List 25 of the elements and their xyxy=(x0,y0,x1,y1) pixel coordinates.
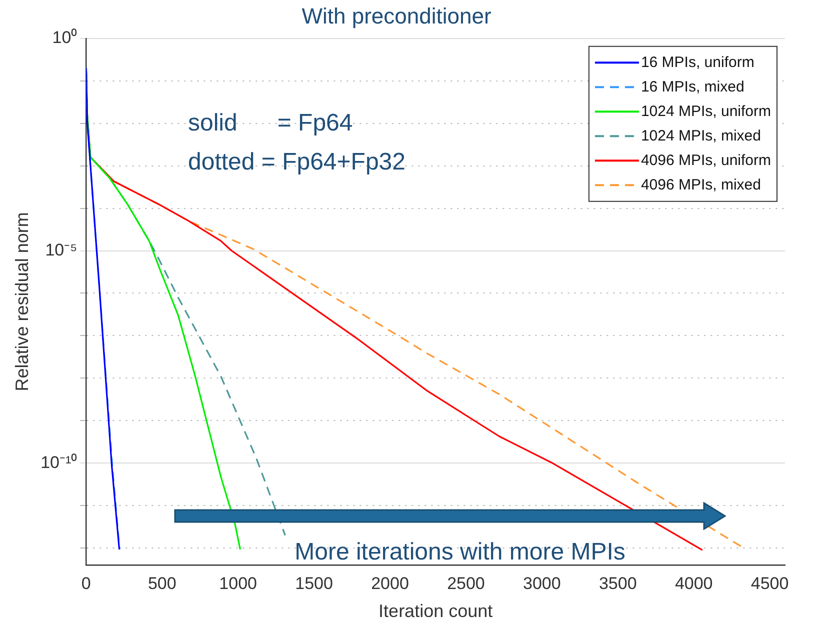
x-tick-label: 0 xyxy=(81,574,91,593)
x-tick-label: 2500 xyxy=(447,574,485,593)
annotation: More iterations with more MPIs xyxy=(294,538,626,566)
y-axis-title: Relative residual norm xyxy=(12,212,32,392)
annotation: dotted = Fp64+Fp32 xyxy=(188,148,406,176)
x-tick-label: 500 xyxy=(148,574,176,593)
chart-title: With preconditioner xyxy=(302,3,492,28)
x-tick-label: 4000 xyxy=(674,574,713,593)
legend-label: 1024 MPIs, mixed xyxy=(640,127,762,144)
legend-label: 4096 MPIs, uniform xyxy=(640,152,772,169)
x-tick-label: 3500 xyxy=(598,574,637,593)
legend-label: 16 MPIs, mixed xyxy=(640,78,744,96)
x-tick-label: 2000 xyxy=(371,574,409,593)
x-tick-label: 1500 xyxy=(295,574,333,593)
legend-label: 4096 MPIs, mixed xyxy=(640,176,762,194)
x-axis-title: Iteration count xyxy=(378,601,493,622)
legend-label: 16 MPIs, uniform xyxy=(640,54,754,71)
y-tick-label: 10⁰ xyxy=(52,28,78,48)
x-tick-label: 1000 xyxy=(219,574,258,593)
legend-label: 1024 MPIs, uniform xyxy=(640,102,772,120)
x-tick-label: 3000 xyxy=(523,574,561,593)
y-tick-label: 10⁻¹⁰ xyxy=(40,452,78,472)
annotation: solid = Fp64 xyxy=(188,110,353,137)
y-tick-label: 10⁻⁵ xyxy=(45,240,78,260)
x-tick-label: 4500 xyxy=(750,574,789,593)
